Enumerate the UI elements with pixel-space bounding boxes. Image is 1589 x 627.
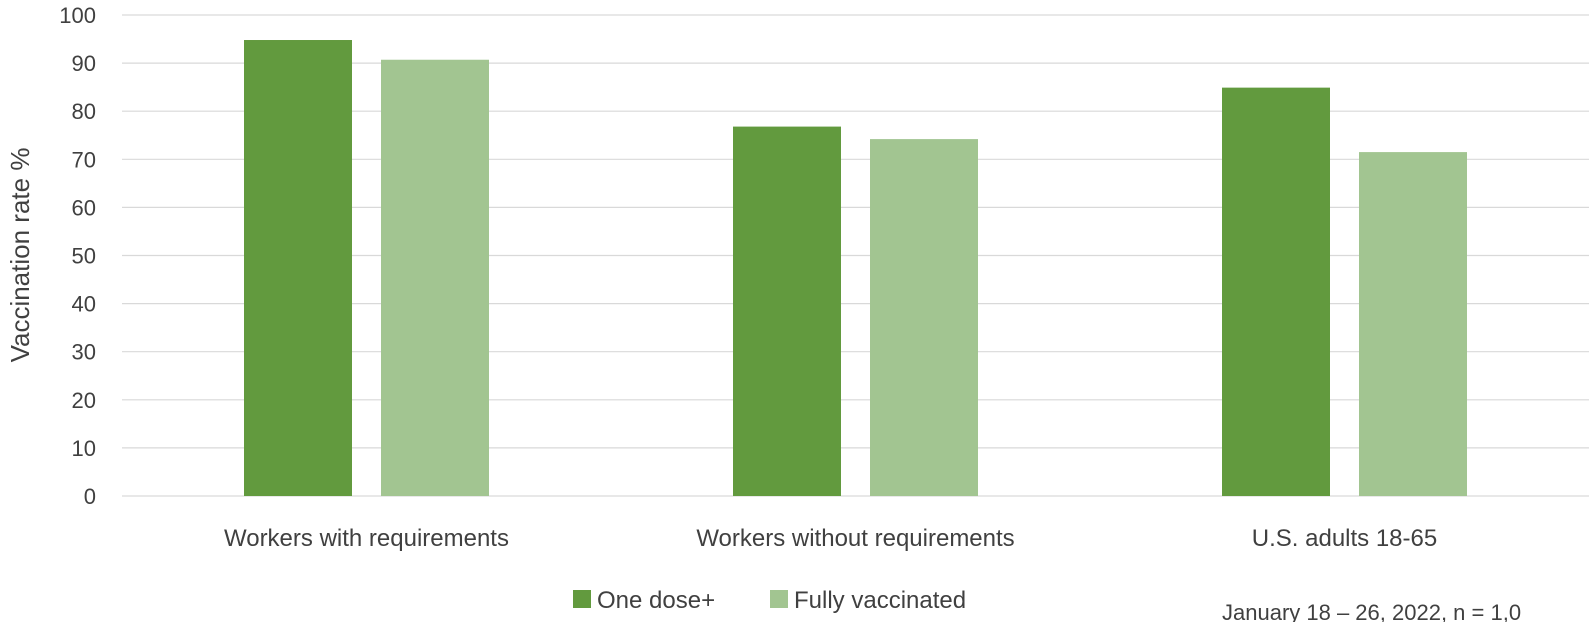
- y-axis-ticks: 0 10 20 30 40 50 60 70 80 90 100: [59, 3, 96, 509]
- y-tick-label: 0: [84, 484, 96, 509]
- bar-one-dose: [733, 126, 841, 496]
- y-tick-label: 40: [72, 292, 96, 317]
- bar-fully-vaccinated: [1359, 152, 1467, 496]
- x-category-label: U.S. adults 18-65: [1252, 525, 1437, 552]
- bar-one-dose: [1222, 87, 1330, 497]
- y-tick-label: 60: [72, 195, 96, 220]
- y-tick-label: 10: [72, 436, 96, 461]
- bar-fully-vaccinated: [381, 59, 489, 496]
- x-category-label: Workers without requirements: [696, 525, 1014, 552]
- y-tick-label: 50: [72, 244, 96, 269]
- legend-label: One dose+: [597, 587, 715, 614]
- y-tick-label: 80: [72, 99, 96, 124]
- bar-one-dose: [244, 40, 352, 497]
- y-axis-title: Vaccination rate %: [5, 148, 35, 363]
- x-axis-categories: Workers with requirements Workers without…: [224, 525, 1437, 552]
- legend-swatch: [770, 590, 788, 608]
- y-tick-label: 70: [72, 147, 96, 172]
- bars: [244, 40, 1467, 497]
- legend-swatch: [573, 590, 591, 608]
- gridlines: [122, 14, 1589, 497]
- y-tick-label: 90: [72, 51, 96, 76]
- footnote: January 18 – 26, 2022, n = 1,0: [1222, 600, 1521, 622]
- y-tick-label: 20: [72, 388, 96, 413]
- legend: One dose+ Fully vaccinated: [573, 587, 966, 614]
- y-tick-label: 30: [72, 340, 96, 365]
- legend-label: Fully vaccinated: [794, 587, 966, 614]
- x-category-label: Workers with requirements: [224, 525, 509, 552]
- bar-fully-vaccinated: [870, 139, 978, 496]
- y-tick-label: 100: [59, 3, 96, 28]
